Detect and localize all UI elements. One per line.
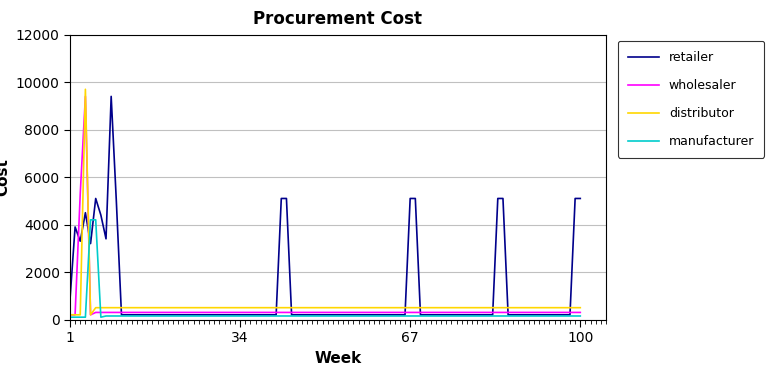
distributor	[555, 305, 564, 310]
X-axis label: Week: Week	[315, 351, 361, 366]
retailer	[339, 313, 348, 317]
retailer	[117, 313, 126, 317]
wholesaler	[189, 310, 198, 315]
retailer	[106, 94, 116, 99]
Legend: retailer, wholesaler, distributor, manufacturer: retailer, wholesaler, distributor, manuf…	[618, 41, 765, 158]
wholesaler	[65, 313, 75, 317]
distributor	[539, 305, 549, 310]
distributor	[576, 305, 585, 310]
Line: retailer: retailer	[70, 96, 580, 315]
wholesaler	[333, 310, 343, 315]
retailer	[560, 313, 570, 317]
Line: manufacturer: manufacturer	[70, 220, 580, 317]
Line: wholesaler: wholesaler	[70, 96, 580, 315]
retailer	[194, 313, 204, 317]
manufacturer	[333, 314, 343, 318]
manufacturer	[86, 218, 96, 222]
distributor	[81, 87, 90, 92]
manufacturer	[576, 314, 585, 318]
manufacturer	[539, 314, 549, 318]
wholesaler	[539, 310, 549, 315]
Line: distributor: distributor	[70, 89, 580, 315]
manufacturer	[169, 314, 178, 318]
wholesaler	[169, 310, 178, 315]
manufacturer	[555, 314, 564, 318]
distributor	[189, 305, 198, 310]
distributor	[169, 305, 178, 310]
wholesaler	[555, 310, 564, 315]
retailer	[380, 313, 389, 317]
distributor	[65, 313, 75, 317]
Y-axis label: Cost: Cost	[0, 158, 10, 196]
manufacturer	[375, 314, 384, 318]
distributor	[375, 305, 384, 310]
manufacturer	[65, 315, 75, 320]
retailer	[173, 313, 183, 317]
Title: Procurement Cost: Procurement Cost	[253, 10, 423, 28]
distributor	[333, 305, 343, 310]
retailer	[65, 298, 75, 303]
wholesaler	[375, 310, 384, 315]
retailer	[545, 313, 554, 317]
wholesaler	[576, 310, 585, 315]
retailer	[576, 196, 585, 201]
wholesaler	[81, 94, 90, 99]
manufacturer	[189, 314, 198, 318]
